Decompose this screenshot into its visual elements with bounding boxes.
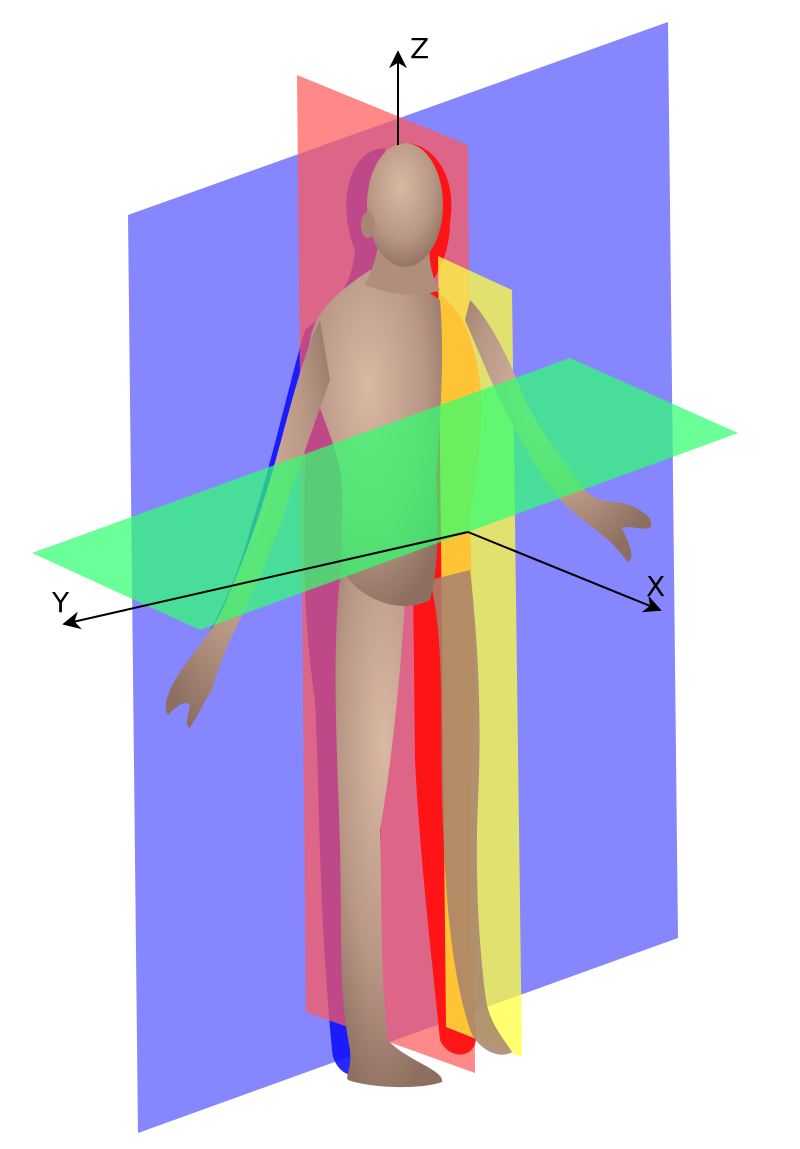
y-axis [62, 531, 469, 630]
x-axis-label: X [646, 570, 665, 603]
y-axis-label: Y [51, 586, 70, 619]
transverse-plane [32, 358, 738, 630]
z-axis-label: Z [410, 32, 429, 65]
head [367, 143, 443, 267]
left-leg [335, 560, 443, 1088]
right-leg [430, 570, 512, 1055]
left-arm [165, 320, 330, 728]
ear [361, 212, 375, 238]
right-arm [465, 300, 652, 562]
x-axis [467, 531, 662, 613]
